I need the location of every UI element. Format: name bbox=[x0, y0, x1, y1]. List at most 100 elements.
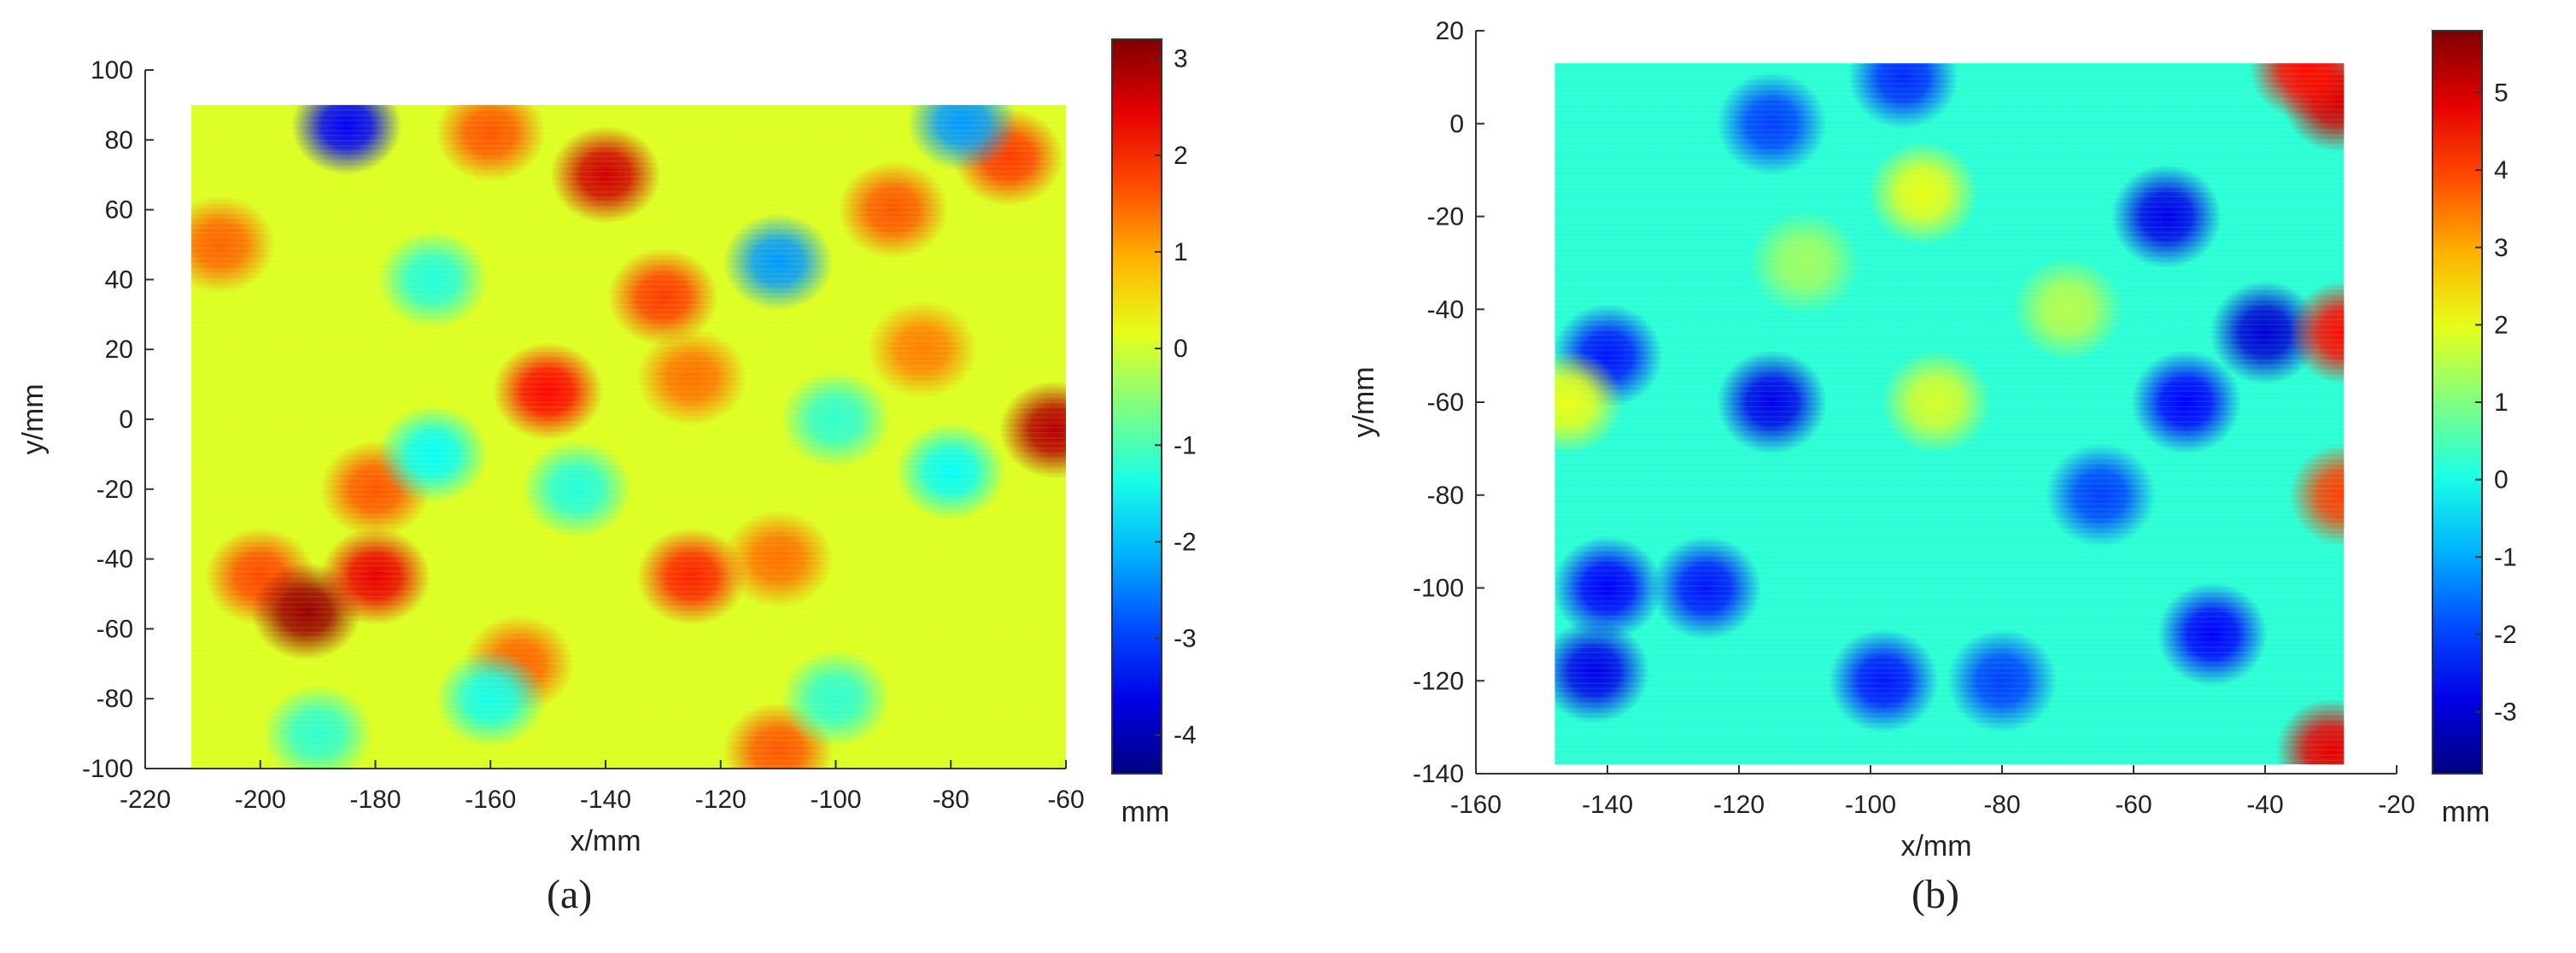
y-axis-label: y/mm bbox=[17, 383, 50, 454]
y-tick-label: -140 bbox=[1413, 760, 1464, 788]
heatmap-feature bbox=[1554, 350, 1624, 454]
x-tick-label: -80 bbox=[933, 786, 969, 814]
heatmap-feature bbox=[895, 423, 1006, 521]
panel-b: -160 -140 -120 -100 -80 -60 -40 -20 -140 -120 -100… bbox=[1288, 0, 2576, 953]
x-tick-label: -120 bbox=[1713, 791, 1765, 819]
y-tick-label: -40 bbox=[1427, 295, 1464, 324]
heatmap-feature bbox=[1716, 71, 1828, 176]
heatmap-feature bbox=[435, 649, 546, 748]
x-tick-label: -40 bbox=[2246, 791, 2283, 819]
heatmap-feature bbox=[492, 342, 604, 441]
heatmap-feature bbox=[2012, 257, 2123, 362]
colorbar-tick-label: -4 bbox=[1174, 722, 1197, 750]
caption-a: (a) bbox=[547, 872, 593, 917]
heatmap-chart-a: -220 -200 -180 -160 -140 -120 -100 -80 -60-100-8… bbox=[17, 38, 1197, 857]
colorbar-tick-label: 2 bbox=[1174, 142, 1188, 170]
colorbar-tick-label: -1 bbox=[1174, 431, 1197, 459]
x-axis-label: x/mm bbox=[570, 825, 641, 857]
y-tick-label: 100 bbox=[91, 56, 133, 85]
x-axis-label: x/mm bbox=[1900, 830, 1971, 862]
heatmap-feature bbox=[2249, 63, 2345, 120]
y-tick-label: -100 bbox=[1413, 575, 1464, 603]
x-tick-label: -180 bbox=[349, 786, 401, 814]
x-tick-label: -200 bbox=[235, 786, 286, 814]
x-tick-label: -140 bbox=[1582, 791, 1633, 819]
y-tick-label: 0 bbox=[1449, 110, 1464, 138]
heatmap-feature bbox=[521, 440, 632, 539]
heatmap-feature bbox=[2275, 698, 2345, 765]
heatmap-feature bbox=[1828, 629, 1940, 734]
colorbar-tick-label: 0 bbox=[2494, 466, 2509, 494]
caption-b: (b) bbox=[1912, 872, 1959, 917]
y-tick-label: 20 bbox=[1436, 17, 1464, 45]
heatmap-feature bbox=[319, 527, 431, 626]
y-tick-label: 0 bbox=[119, 406, 133, 434]
x-tick-label: -100 bbox=[810, 786, 861, 814]
y-tick-label: -20 bbox=[1427, 203, 1464, 231]
heatmap-feature bbox=[550, 126, 661, 224]
y-tick-label: -20 bbox=[97, 476, 133, 504]
colorbar-tick-label: -2 bbox=[2494, 621, 2517, 649]
heatmap-surface bbox=[1554, 63, 2345, 765]
colorbar bbox=[2432, 30, 2483, 775]
colorbar-tick-label: 1 bbox=[1174, 238, 1188, 266]
heatmap-feature bbox=[780, 370, 892, 469]
heatmap-feature bbox=[1947, 629, 2058, 734]
y-tick-label: -60 bbox=[97, 615, 133, 643]
y-tick-label: 20 bbox=[105, 336, 133, 364]
y-tick-label: 60 bbox=[105, 196, 133, 225]
colorbar-tick-label: -3 bbox=[2494, 699, 2517, 727]
colorbar-tick-label: 0 bbox=[1174, 335, 1188, 363]
x-tick-label: -140 bbox=[580, 786, 631, 814]
x-tick-label: -160 bbox=[1450, 791, 1502, 819]
heatmap-feature bbox=[636, 527, 747, 626]
heatmap-feature bbox=[2288, 442, 2345, 547]
heatmap-feature bbox=[1650, 535, 1762, 640]
heatmap-feature bbox=[723, 213, 834, 312]
y-tick-label: 40 bbox=[105, 266, 133, 294]
x-tick-label: -60 bbox=[2115, 791, 2152, 819]
heatmap-feature bbox=[2210, 280, 2321, 385]
heatmap-feature bbox=[1867, 141, 1979, 246]
heatmap-feature bbox=[998, 381, 1066, 479]
colorbar-tick-label: 2 bbox=[2494, 311, 2509, 339]
colorbar-tick-label: -1 bbox=[2494, 543, 2517, 571]
heatmap-feature bbox=[2157, 582, 2269, 687]
colorbar bbox=[1111, 38, 1162, 775]
heatmap-feature bbox=[190, 196, 276, 294]
colorbar-tick-label: 4 bbox=[2494, 156, 2509, 184]
y-tick-label: -100 bbox=[82, 755, 133, 783]
heatmap-feature bbox=[636, 328, 747, 427]
colorbar-tick-label: 5 bbox=[2494, 79, 2509, 108]
colorbar-tick-label: 1 bbox=[2494, 389, 2509, 417]
y-tick-label: -60 bbox=[1427, 389, 1464, 417]
x-tick-label: -20 bbox=[2378, 791, 2415, 819]
y-tick-label: -40 bbox=[97, 546, 133, 574]
colorbar-tick-label: 3 bbox=[1174, 45, 1188, 73]
heatmap-feature bbox=[291, 104, 402, 175]
heatmap-chart-b: -160 -140 -120 -100 -80 -60 -40 -20-140-120-100… bbox=[1348, 17, 2517, 862]
heatmap-feature bbox=[2045, 442, 2157, 547]
heatmap-feature bbox=[1554, 619, 1650, 724]
colorbar-tick-label: -3 bbox=[1174, 625, 1197, 653]
heatmap-feature bbox=[1881, 350, 1992, 454]
y-tick-label: 80 bbox=[105, 126, 133, 155]
heatmap-feature bbox=[378, 405, 489, 504]
heatmap-feature bbox=[1749, 210, 1860, 315]
heatmap-feature bbox=[2130, 350, 2242, 454]
panel-a: -220 -200 -180 -160 -140 -120 -100 -80 -60 -100 -8… bbox=[17, 38, 1197, 917]
heatmap-feature bbox=[1847, 63, 1959, 130]
heatmap-feature bbox=[2288, 280, 2345, 385]
heatmap-feature bbox=[780, 649, 892, 748]
heatmap-feature bbox=[866, 300, 978, 399]
heatmap-feature bbox=[378, 231, 489, 329]
y-axis-label: y/mm bbox=[1348, 366, 1380, 437]
x-tick-label: -120 bbox=[695, 786, 746, 814]
heatmap-feature bbox=[262, 684, 373, 769]
heatmap-surface bbox=[190, 104, 1066, 769]
colorbar-tick-label: 3 bbox=[2494, 234, 2509, 262]
heatmap-feature bbox=[1554, 535, 1663, 640]
colorbar-unit: mm bbox=[2442, 796, 2491, 828]
y-tick-label: -80 bbox=[1427, 482, 1464, 510]
x-tick-label: -220 bbox=[120, 786, 171, 814]
